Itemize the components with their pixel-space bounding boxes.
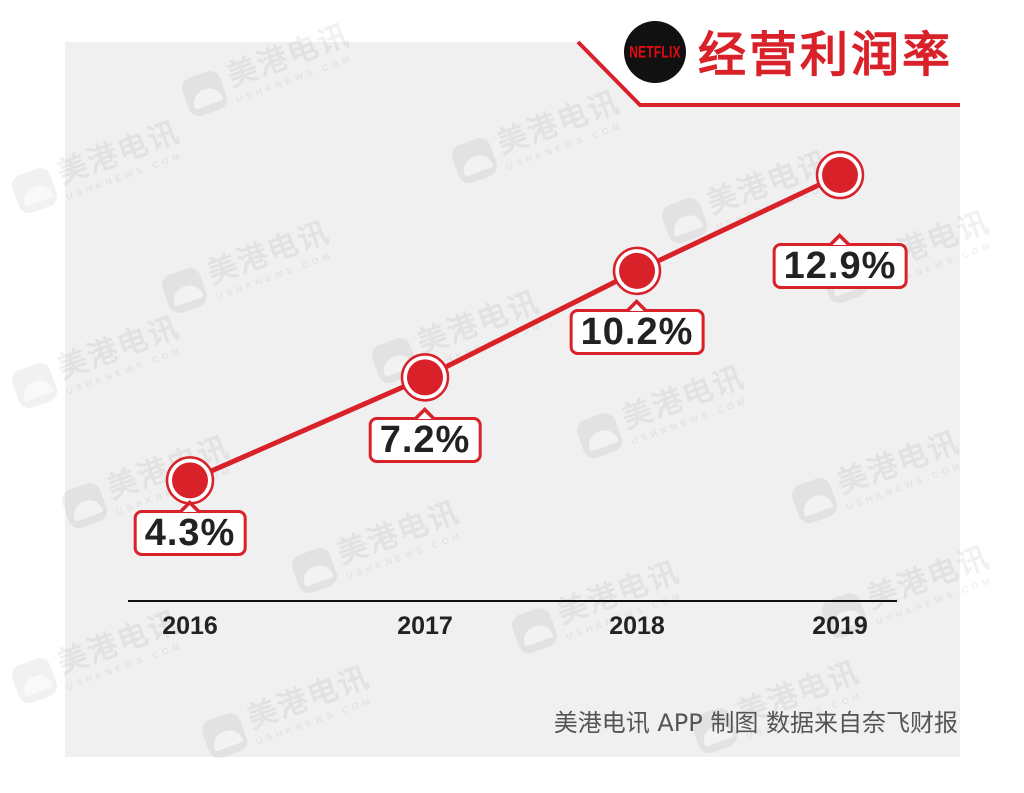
x-tick-label: 2016: [162, 612, 218, 640]
x-tick-label: 2017: [397, 612, 453, 640]
header-rule: [576, 40, 960, 107]
chart-title: 经营利润率: [698, 27, 954, 83]
series-line: [188, 172, 842, 483]
data-point-2016: [165, 456, 215, 505]
data-point-dot: [407, 359, 443, 396]
data-point-dot: [619, 252, 655, 289]
footer-credit: 美港电讯 APP 制图 数据来自奈飞财报: [553, 709, 958, 737]
data-label-2016: 4.3%: [133, 510, 247, 556]
data-label-2017: 7.2%: [368, 417, 482, 463]
data-label-2018: 10.2%: [569, 309, 705, 355]
data-label-2019: 12.9%: [772, 243, 908, 289]
x-tick-label: 2018: [609, 612, 665, 640]
data-point-2017: [400, 353, 450, 402]
data-point-dot: [822, 157, 858, 194]
netflix-logo: NETFLIX: [624, 21, 686, 83]
netflix-logo-text: NETFLIX: [629, 42, 681, 62]
x-tick-label: 2019: [812, 612, 868, 640]
chart-panel: [65, 42, 960, 757]
data-point-2018: [612, 246, 662, 296]
data-point-2019: [815, 150, 865, 200]
data-point-dot: [172, 462, 208, 499]
